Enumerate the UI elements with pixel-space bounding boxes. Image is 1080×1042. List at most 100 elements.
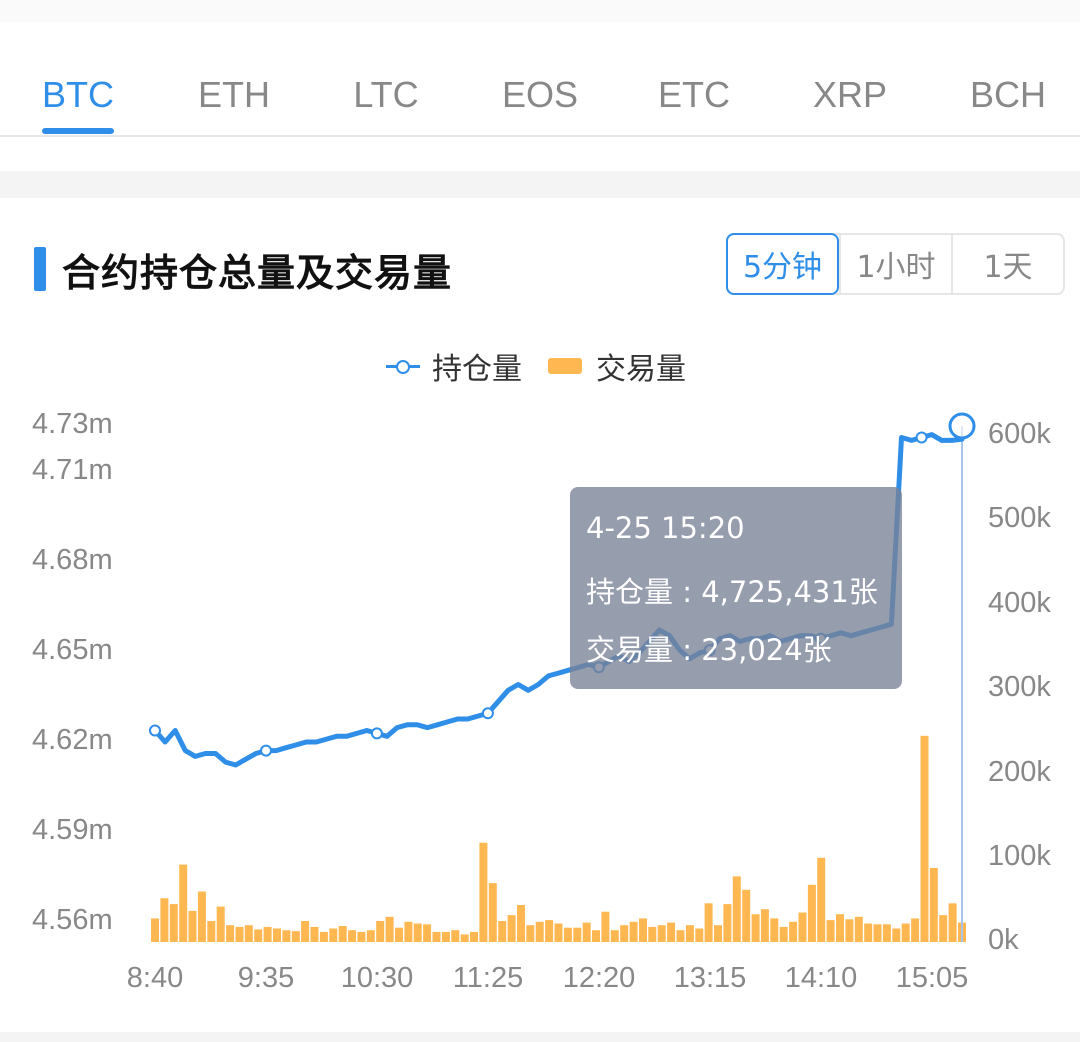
volume-bar (929, 867, 938, 942)
volume-bar (657, 925, 666, 942)
x-axis-tick: 13:15 (673, 962, 747, 994)
legend-item-open-interest[interactable]: 持仓量 (386, 344, 522, 388)
line-marker (481, 707, 494, 720)
x-axis-tick: 8:40 (126, 962, 184, 994)
title-accent-bar (34, 247, 46, 291)
volume-bar (432, 931, 441, 942)
volume-bar (704, 903, 713, 942)
left-axis-tick: 4.65m (32, 634, 113, 666)
volume-bar (188, 910, 197, 942)
volume-bar (751, 914, 760, 942)
tooltip-time: 4-25 15:20 (586, 511, 745, 545)
tab-btc[interactable]: BTC (42, 74, 114, 115)
tab-eth[interactable]: ETH (198, 74, 270, 115)
volume-bar (563, 927, 572, 942)
volume-bar (291, 931, 300, 942)
tab-xrp[interactable]: XRP (812, 74, 888, 115)
interval-1day-button[interactable]: 1天 (951, 235, 1063, 293)
volume-bar (554, 923, 563, 942)
tab-ltc[interactable]: LTC (353, 74, 419, 115)
volume-bar (301, 921, 310, 942)
volume-bar (179, 864, 188, 942)
x-axis-tick: 15:05 (895, 962, 969, 994)
bar-swatch-icon (548, 358, 582, 374)
right-axis-tick: 400k (988, 587, 1051, 619)
coin-tabs: BTC ETH LTC EOS ETC XRP BCH (0, 22, 1080, 137)
volume-bar (911, 918, 920, 942)
right-axis-tick: 300k (988, 671, 1051, 703)
line-marker (260, 744, 272, 757)
volume-bar (216, 906, 225, 942)
volume-bar (498, 921, 507, 942)
volume-bar (273, 928, 281, 942)
volume-bar (948, 903, 957, 942)
volume-bar (854, 916, 863, 943)
volume-bar (592, 930, 600, 942)
volume-bar (244, 925, 253, 942)
volume-bar (901, 923, 910, 942)
volume-bar (254, 929, 263, 942)
line-marker (370, 727, 383, 740)
right-axis-tick: 600k (988, 418, 1051, 450)
volume-bar (732, 876, 741, 942)
volume-bar (779, 926, 788, 942)
volume-bar (517, 905, 525, 942)
volume-bar (535, 921, 544, 942)
left-axis-tick: 4.56m (32, 904, 113, 936)
volume-bar (582, 922, 591, 942)
volume-bar (207, 921, 216, 942)
chart-legend: 持仓量 交易量 (386, 344, 712, 388)
interval-1hour-button[interactable]: 1小时 (839, 235, 951, 293)
volume-bar (545, 920, 554, 942)
volume-bar (639, 918, 647, 942)
volume-bar (676, 930, 685, 942)
line-marker (915, 431, 928, 444)
volume-bar (770, 918, 779, 942)
volume-bar (845, 919, 854, 942)
tab-eos[interactable]: EOS (501, 74, 579, 115)
volume-bar (319, 931, 328, 942)
bottom-divider (0, 1032, 1080, 1042)
tab-bch[interactable]: BCH (969, 74, 1047, 115)
right-axis-tick: 100k (988, 840, 1051, 872)
volume-bar (620, 925, 629, 942)
volume-bar (629, 921, 638, 942)
volume-bar (151, 918, 159, 942)
tooltip-open-interest: 持仓量 : 4,725,431张 (586, 575, 878, 609)
volume-bar (807, 884, 816, 942)
volume-bar (789, 921, 798, 942)
volume-bar (817, 857, 826, 942)
volume-bar (282, 930, 291, 942)
volume-bar (920, 735, 929, 942)
x-axis-tick: 11:25 (452, 962, 524, 994)
legend-item-volume[interactable]: 交易量 (548, 344, 686, 388)
volume-bar (826, 920, 835, 942)
volume-bar (226, 925, 235, 942)
volume-bar (685, 925, 694, 942)
chart-tooltip: 4-25 15:20 持仓量 : 4,725,431张 交易量 : 23,024… (570, 487, 902, 689)
volume-bar (479, 842, 488, 942)
volume-bar (460, 934, 469, 942)
volume-bar (723, 904, 732, 942)
volume-bar (892, 928, 901, 942)
volume-bar (404, 921, 413, 942)
tab-etc[interactable]: ETC (658, 74, 730, 115)
volume-bar (836, 914, 844, 942)
volume-bar (742, 889, 751, 942)
volume-bar (329, 928, 338, 942)
spacer (0, 137, 1080, 171)
volume-bar (882, 924, 891, 942)
volume-bar (376, 921, 385, 942)
volume-bars (151, 735, 966, 943)
volume-bar (873, 924, 882, 942)
volume-bar (441, 931, 450, 942)
volume-bar (573, 927, 582, 942)
volume-bar (695, 928, 704, 942)
interval-5min-button[interactable]: 5分钟 (726, 233, 839, 295)
x-axis-tick: 9:35 (237, 962, 295, 994)
volume-bar (667, 922, 676, 942)
left-axis-tick: 4.59m (32, 814, 113, 846)
volume-bar (423, 924, 432, 942)
volume-bar (160, 898, 169, 942)
